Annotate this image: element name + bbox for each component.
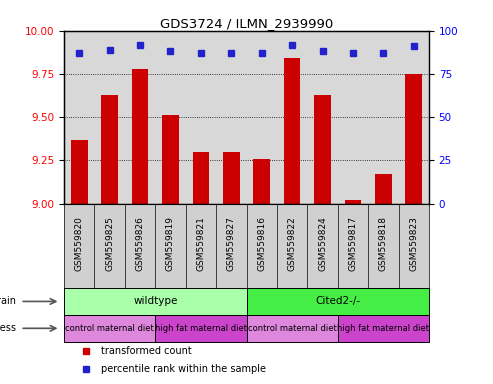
Text: percentile rank within the sample: percentile rank within the sample (101, 364, 266, 374)
Text: control maternal diet: control maternal diet (65, 324, 154, 333)
Text: control maternal diet: control maternal diet (247, 324, 337, 333)
Bar (338, 315, 429, 342)
Bar (223, 152, 240, 204)
Text: transformed count: transformed count (101, 346, 191, 356)
Text: GSM559827: GSM559827 (227, 216, 236, 271)
Text: GSM559822: GSM559822 (287, 216, 297, 271)
Text: high fat maternal diet: high fat maternal diet (155, 324, 247, 333)
Text: strain: strain (0, 296, 17, 306)
Text: GSM559821: GSM559821 (196, 216, 206, 271)
Bar (193, 152, 209, 204)
Text: GSM559824: GSM559824 (318, 216, 327, 271)
Text: GSM559823: GSM559823 (409, 216, 418, 271)
Bar (246, 288, 429, 315)
Bar (345, 200, 361, 204)
Bar (71, 140, 88, 204)
Bar (102, 94, 118, 204)
Text: wildtype: wildtype (133, 296, 177, 306)
Title: GDS3724 / ILMN_2939990: GDS3724 / ILMN_2939990 (160, 17, 333, 30)
Text: GSM559818: GSM559818 (379, 216, 388, 271)
Text: GSM559826: GSM559826 (136, 216, 144, 271)
Bar (253, 159, 270, 204)
Text: stress: stress (0, 323, 17, 333)
Text: GSM559825: GSM559825 (105, 216, 114, 271)
Bar (64, 288, 246, 315)
Text: high fat maternal diet: high fat maternal diet (337, 324, 429, 333)
Bar (162, 115, 179, 204)
Text: GSM559819: GSM559819 (166, 216, 175, 271)
Bar (64, 315, 155, 342)
Text: GSM559817: GSM559817 (349, 216, 357, 271)
Bar (246, 315, 338, 342)
Text: GSM559820: GSM559820 (75, 216, 84, 271)
Bar (284, 58, 300, 204)
Bar (375, 174, 391, 204)
Text: GSM559816: GSM559816 (257, 216, 266, 271)
Bar (132, 69, 148, 204)
Text: Cited2-/-: Cited2-/- (315, 296, 360, 306)
Bar (314, 94, 331, 204)
Bar (155, 315, 246, 342)
Bar (405, 74, 422, 204)
